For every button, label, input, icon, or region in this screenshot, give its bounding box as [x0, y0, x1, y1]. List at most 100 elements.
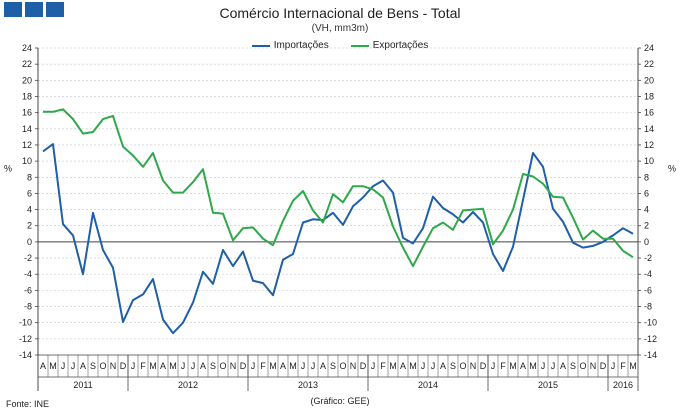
- y-tick-label-right: -6: [644, 285, 652, 295]
- y-tick-label-left: 6: [27, 188, 32, 198]
- y-tick-label-left: -4: [24, 269, 32, 279]
- x-month-label: M: [289, 361, 297, 371]
- x-year-label: 2011: [73, 380, 92, 390]
- y-axis-label-left: %: [4, 164, 12, 174]
- y-tick-label-right: -8: [644, 302, 652, 312]
- x-month-label: A: [560, 361, 566, 371]
- y-tick-label-right: 14: [644, 124, 654, 134]
- x-month-label: O: [579, 361, 586, 371]
- x-month-label: J: [181, 361, 186, 371]
- chart-title: Comércio Internacional de Bens - Total: [219, 5, 461, 21]
- legend-label-importacoes: Importações: [273, 40, 329, 51]
- y-tick-label-left: 18: [22, 91, 32, 101]
- x-month-label: D: [480, 361, 487, 371]
- x-month-label: N: [350, 361, 357, 371]
- series-line-exportacoes: [43, 108, 634, 268]
- x-month-label: F: [380, 361, 386, 371]
- y-tick-label-right: 8: [644, 172, 649, 182]
- x-month-label: N: [110, 361, 117, 371]
- x-year-label: 2016: [613, 380, 633, 390]
- chart-legend: Importações Exportações: [0, 40, 680, 51]
- x-year-label: 2014: [418, 380, 438, 390]
- logo-square: [46, 2, 64, 17]
- x-month-label: N: [470, 361, 477, 371]
- chart-credit: (Gráfico: GEE): [310, 396, 370, 406]
- y-tick-label-left: 24: [22, 43, 32, 53]
- y-tick-label-left: -6: [24, 285, 32, 295]
- x-month-label: J: [61, 361, 66, 371]
- x-month-label: A: [400, 361, 406, 371]
- y-tick-label-right: -4: [644, 269, 652, 279]
- source-note: Fonte: INE: [6, 399, 50, 409]
- x-month-label: S: [570, 361, 576, 371]
- y-tick-label-left: 22: [22, 59, 32, 69]
- x-month-label: M: [169, 361, 177, 371]
- x-month-label: D: [120, 361, 127, 371]
- y-tick-label-right: 10: [644, 156, 654, 166]
- y-tick-label-left: 16: [22, 108, 32, 118]
- x-year-label: 2012: [178, 380, 198, 390]
- x-month-label: M: [149, 361, 157, 371]
- legend-label-exportacoes: Exportações: [372, 40, 429, 51]
- x-month-label: O: [219, 361, 226, 371]
- x-month-label: J: [71, 361, 76, 371]
- x-month-label: M: [529, 361, 537, 371]
- x-month-label: F: [260, 361, 266, 371]
- x-month-label: N: [230, 361, 237, 371]
- x-month-label: A: [80, 361, 86, 371]
- logo-square: [4, 2, 22, 17]
- x-month-label: O: [99, 361, 106, 371]
- x-year-label: 2015: [538, 380, 558, 390]
- x-month-label: F: [620, 361, 626, 371]
- x-month-label: J: [611, 361, 616, 371]
- x-month-label: A: [160, 361, 166, 371]
- x-month-label: S: [210, 361, 216, 371]
- y-tick-label-left: -2: [24, 253, 32, 263]
- y-tick-label-right: 0: [644, 237, 649, 247]
- legend-swatch-exportacoes: [350, 44, 369, 47]
- y-tick-label-right: 22: [644, 59, 654, 69]
- logo-square: [25, 2, 43, 17]
- y-tick-label-right: 18: [644, 91, 654, 101]
- x-month-label: O: [339, 361, 346, 371]
- x-month-label: J: [371, 361, 376, 371]
- brand-logo: [4, 2, 64, 17]
- y-tick-label-left: -8: [24, 302, 32, 312]
- y-tick-label-right: 24: [644, 43, 654, 53]
- x-month-label: F: [140, 361, 146, 371]
- x-month-label: J: [551, 361, 556, 371]
- y-tick-label-right: 16: [644, 108, 654, 118]
- x-month-label: M: [509, 361, 517, 371]
- x-month-label: A: [280, 361, 286, 371]
- x-month-label: S: [330, 361, 336, 371]
- x-month-label: J: [251, 361, 256, 371]
- y-tick-label-left: 12: [22, 140, 32, 150]
- x-month-label: N: [590, 361, 597, 371]
- x-month-label: A: [520, 361, 526, 371]
- x-month-label: A: [440, 361, 446, 371]
- x-month-label: S: [450, 361, 456, 371]
- series-line-importacoes: [42, 143, 634, 335]
- x-month-label: J: [541, 361, 546, 371]
- y-tick-label-left: 14: [22, 124, 32, 134]
- x-month-label: A: [200, 361, 206, 371]
- x-month-label: A: [320, 361, 326, 371]
- x-month-label: O: [459, 361, 466, 371]
- y-tick-label-left: -10: [19, 318, 32, 328]
- y-tick-label-right: -10: [644, 318, 657, 328]
- x-month-label: J: [421, 361, 426, 371]
- y-tick-label-left: 8: [27, 172, 32, 182]
- y-tick-label-right: 20: [644, 75, 654, 85]
- x-month-label: A: [40, 361, 46, 371]
- x-month-label: S: [90, 361, 96, 371]
- x-month-label: D: [360, 361, 367, 371]
- x-month-label: J: [301, 361, 306, 371]
- y-tick-label-left: 0: [27, 237, 32, 247]
- x-month-label: J: [431, 361, 436, 371]
- x-year-label: 2013: [298, 380, 318, 390]
- y-tick-label-right: -12: [644, 334, 657, 344]
- y-tick-label-right: 12: [644, 140, 654, 150]
- y-tick-label-left: -14: [19, 350, 32, 360]
- x-month-label: D: [600, 361, 607, 371]
